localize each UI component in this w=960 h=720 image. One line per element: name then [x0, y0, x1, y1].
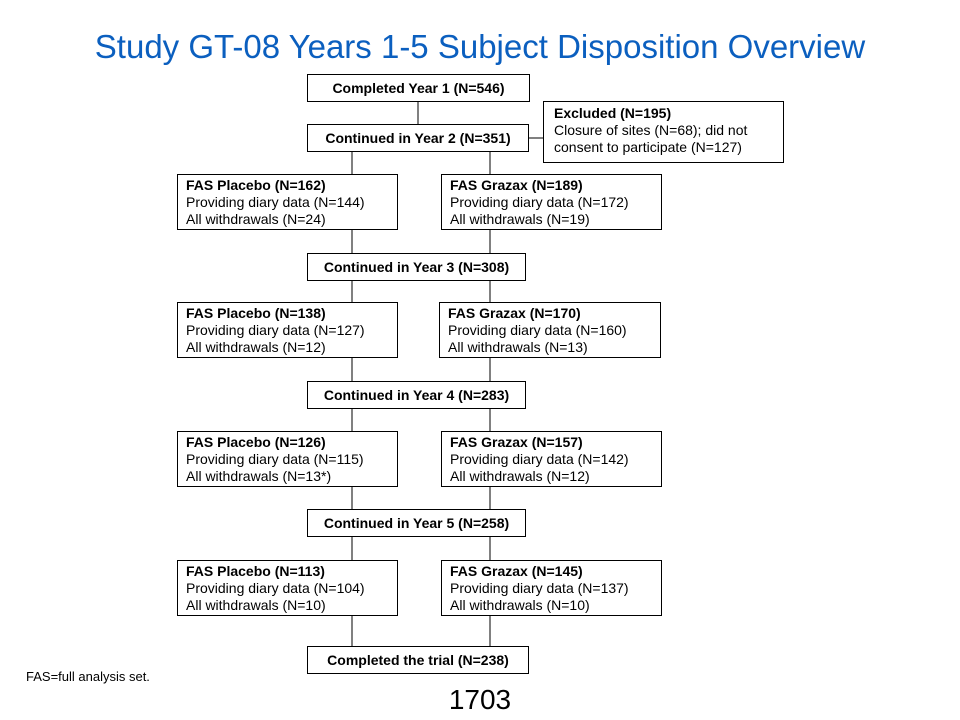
box-y3-placebo: FAS Placebo (N=138) Providing diary data…	[177, 302, 398, 358]
y5-grazax-heading: FAS Grazax (N=145)	[450, 563, 583, 579]
y4-grazax-diary: Providing diary data (N=142)	[450, 451, 629, 467]
y5-grazax-withdrawals: All withdrawals (N=10)	[450, 597, 590, 613]
box-y3-grazax: FAS Grazax (N=170) Providing diary data …	[439, 302, 661, 358]
page-number: 1703	[448, 684, 512, 715]
box-excluded: Excluded (N=195) Closure of sites (N=68)…	[543, 101, 784, 163]
box-y4-grazax: FAS Grazax (N=157) Providing diary data …	[441, 431, 662, 487]
y2-placebo-diary: Providing diary data (N=144)	[186, 194, 365, 210]
box-continued-year4: Continued in Year 4 (N=283)	[307, 381, 526, 409]
y4-grazax-heading: FAS Grazax (N=157)	[450, 434, 583, 450]
box-completed-year1: Completed Year 1 (N=546)	[307, 74, 530, 102]
y2-grazax-heading: FAS Grazax (N=189)	[450, 177, 583, 193]
box-continued-year3: Continued in Year 3 (N=308)	[307, 253, 526, 281]
y2-grazax-withdrawals: All withdrawals (N=19)	[450, 211, 590, 227]
box-continued-year4-label: Continued in Year 4 (N=283)	[323, 386, 510, 403]
box-completed-trial-label: Completed the trial (N=238)	[327, 651, 509, 668]
y4-placebo-heading: FAS Placebo (N=126)	[186, 434, 326, 450]
y3-grazax-withdrawals: All withdrawals (N=13)	[448, 339, 588, 355]
footnote: FAS=full analysis set.	[26, 669, 150, 684]
box-y2-grazax: FAS Grazax (N=189) Providing diary data …	[441, 174, 662, 230]
y5-placebo-diary: Providing diary data (N=104)	[186, 580, 365, 596]
y5-grazax-diary: Providing diary data (N=137)	[450, 580, 629, 596]
y3-placebo-heading: FAS Placebo (N=138)	[186, 305, 326, 321]
y4-placebo-withdrawals: All withdrawals (N=13*)	[186, 468, 332, 484]
box-y5-grazax: FAS Grazax (N=145) Providing diary data …	[441, 560, 662, 616]
box-continued-year5-label: Continued in Year 5 (N=258)	[323, 514, 510, 531]
box-completed-year1-label: Completed Year 1 (N=546)	[332, 79, 505, 96]
box-y4-placebo: FAS Placebo (N=126) Providing diary data…	[177, 431, 398, 487]
y2-placebo-heading: FAS Placebo (N=162)	[186, 177, 326, 193]
box-continued-year2-label: Continued in Year 2 (N=351)	[325, 129, 511, 146]
y2-placebo-withdrawals: All withdrawals (N=24)	[186, 211, 326, 227]
box-continued-year2: Continued in Year 2 (N=351)	[307, 124, 529, 152]
box-continued-year3-label: Continued in Year 3 (N=308)	[323, 258, 510, 275]
excluded-reason-line1: Closure of sites (N=68); did not	[554, 122, 748, 138]
excluded-heading: Excluded (N=195)	[554, 105, 672, 121]
excluded-reason-line2: consent to participate (N=127)	[554, 139, 742, 155]
box-y2-placebo: FAS Placebo (N=162) Providing diary data…	[177, 174, 398, 230]
box-continued-year5: Continued in Year 5 (N=258)	[307, 509, 526, 537]
y3-placebo-diary: Providing diary data (N=127)	[186, 322, 365, 338]
y3-grazax-diary: Providing diary data (N=160)	[448, 322, 627, 338]
box-y5-placebo: FAS Placebo (N=113) Providing diary data…	[177, 560, 398, 616]
y5-placebo-heading: FAS Placebo (N=113)	[186, 563, 325, 579]
y2-grazax-diary: Providing diary data (N=172)	[450, 194, 629, 210]
box-completed-trial: Completed the trial (N=238)	[307, 646, 529, 674]
y5-placebo-withdrawals: All withdrawals (N=10)	[186, 597, 326, 613]
y4-placebo-diary: Providing diary data (N=115)	[186, 451, 364, 467]
y4-grazax-withdrawals: All withdrawals (N=12)	[450, 468, 590, 484]
page-title: Study GT-08 Years 1-5 Subject Dispositio…	[94, 28, 866, 65]
y3-grazax-heading: FAS Grazax (N=170)	[448, 305, 581, 321]
y3-placebo-withdrawals: All withdrawals (N=12)	[186, 339, 326, 355]
